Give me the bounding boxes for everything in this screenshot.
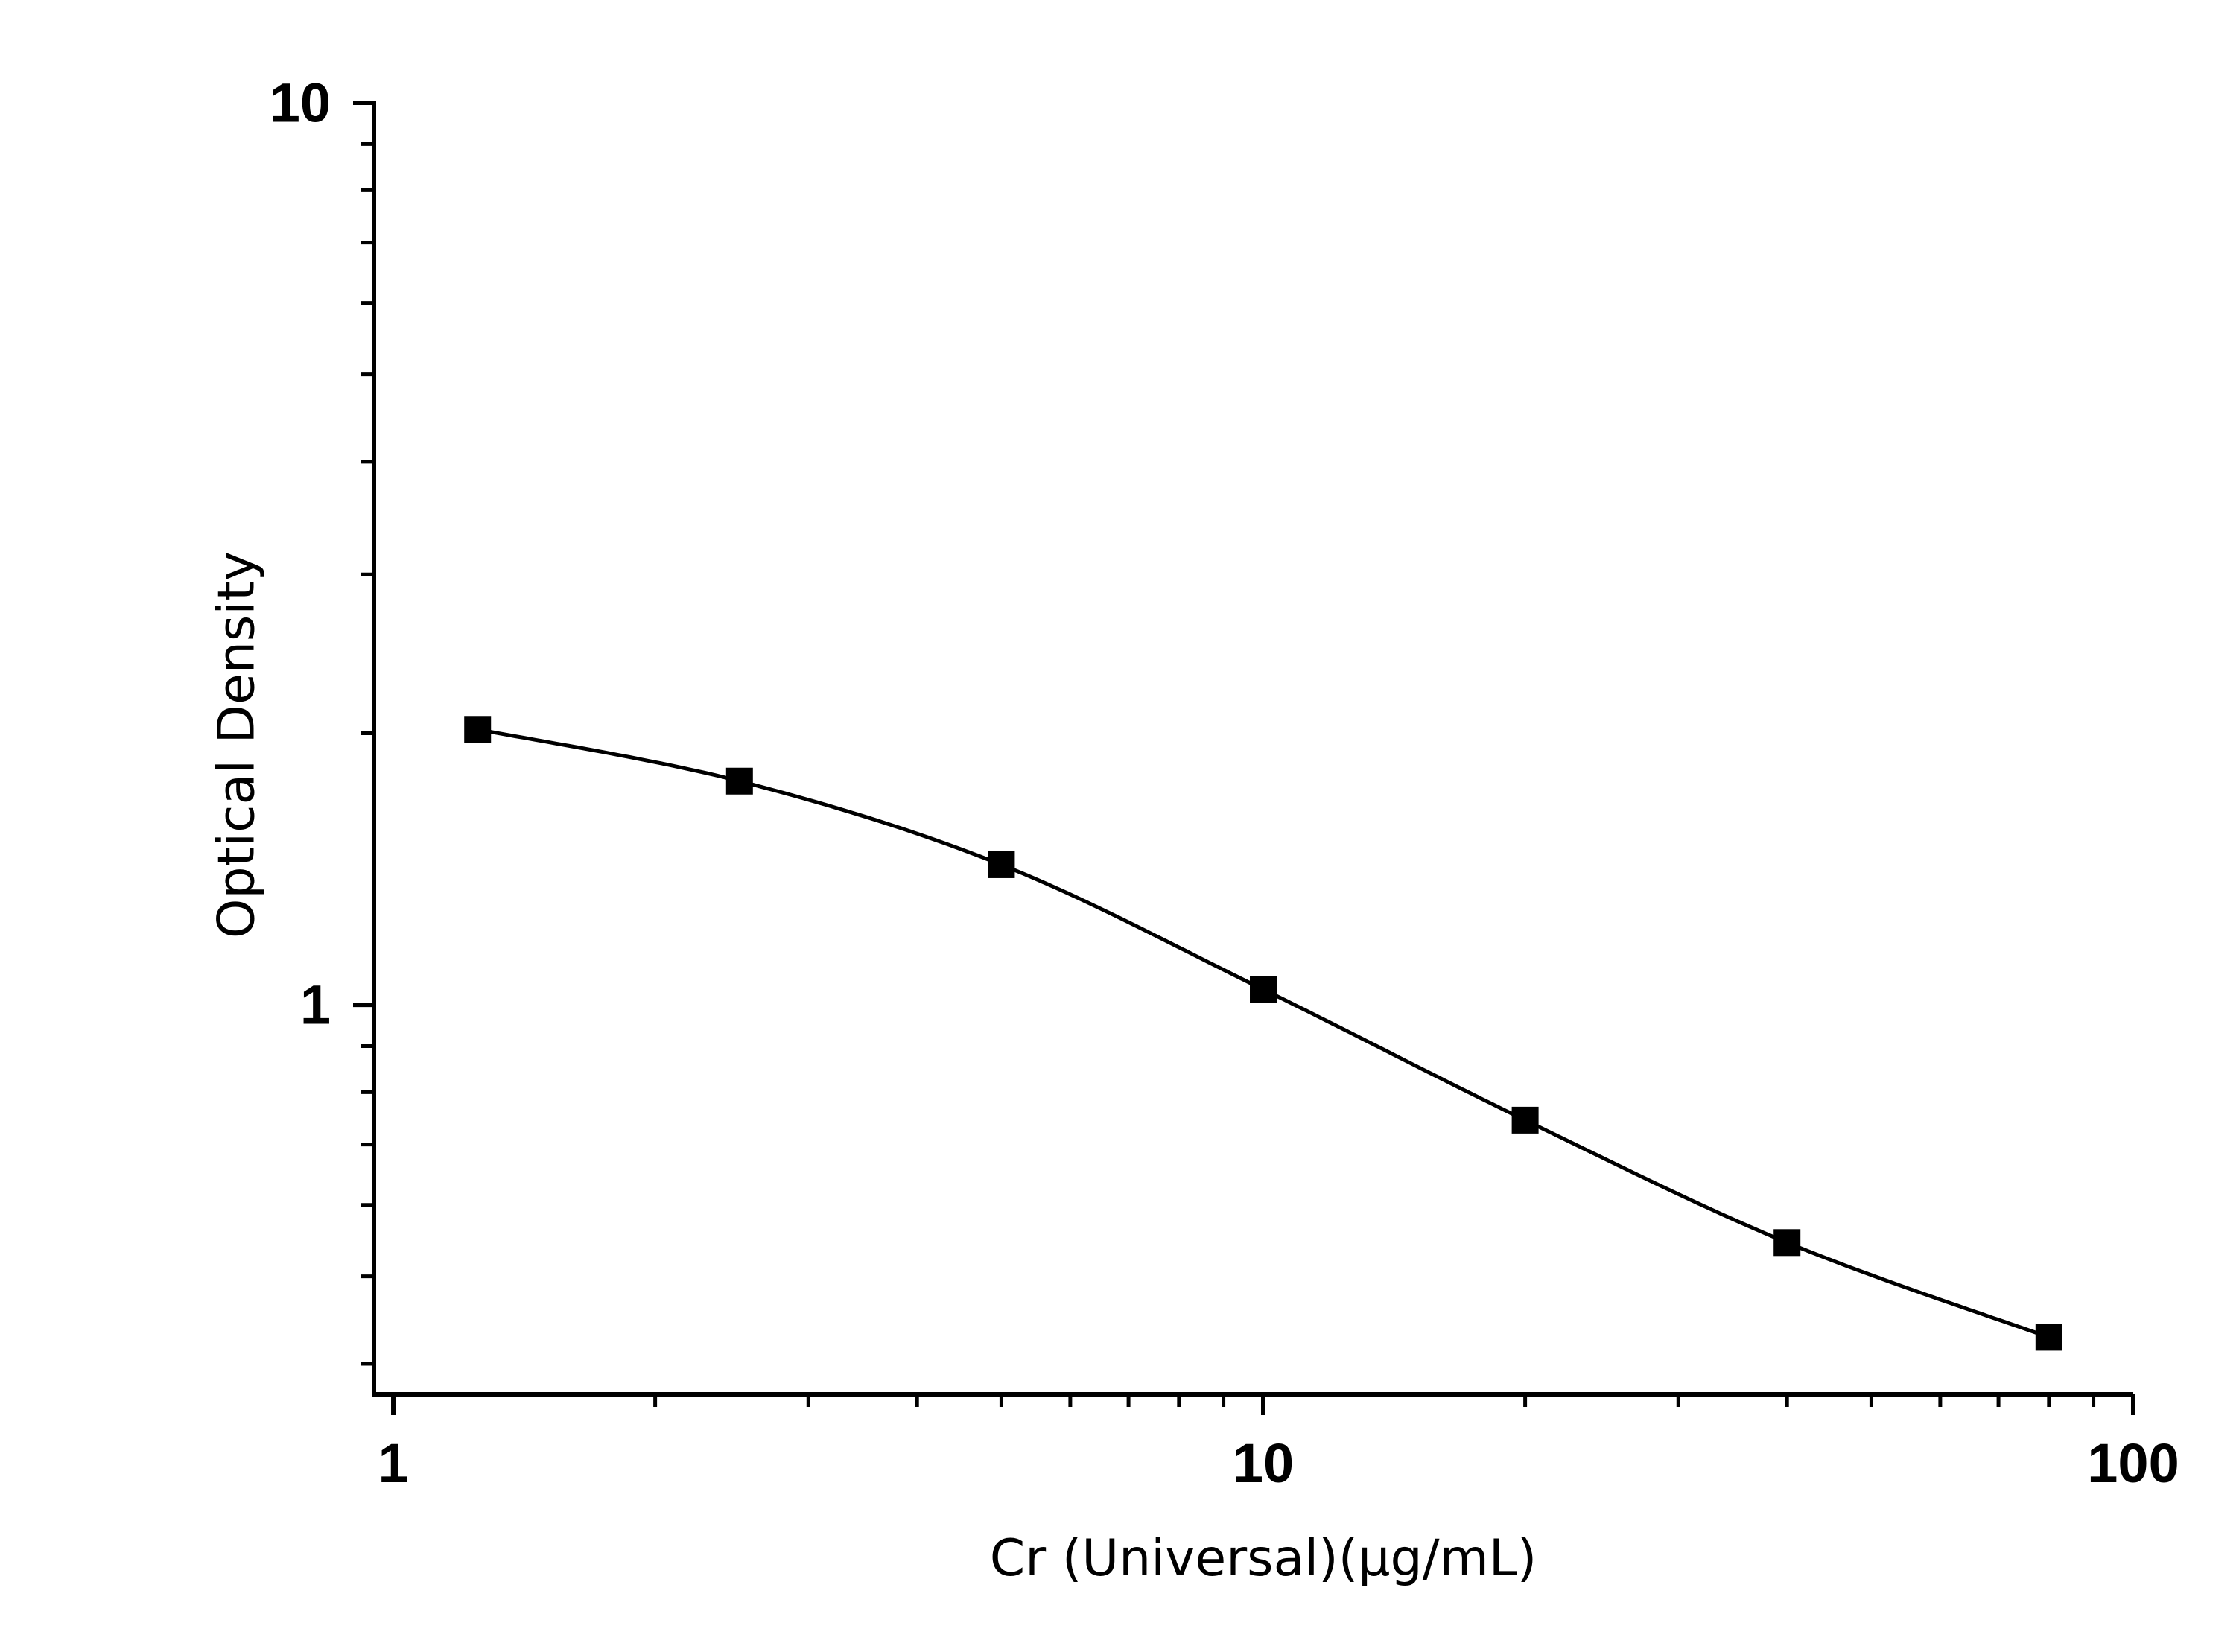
y-axis-title: Optical Density [208, 551, 267, 938]
data-point [988, 851, 1015, 878]
data-point [1250, 976, 1277, 1003]
y-tick-label: 1 [300, 974, 331, 1036]
y-tick-label: 10 [270, 72, 331, 134]
axes: 1 10 100 1 10 [270, 72, 2179, 1495]
data-point [725, 767, 753, 795]
data-point [1773, 1229, 1801, 1257]
data-markers [464, 716, 2062, 1351]
data-point [1511, 1106, 1539, 1134]
x-tick-label: 10 [1233, 1432, 1294, 1494]
fit-curve [477, 727, 2050, 1339]
x-axis-ticks: 1 10 100 [378, 1394, 2179, 1494]
x-axis-title: Cr (Universal)(μg/mL) [990, 1529, 1537, 1588]
data-point [2035, 1324, 2062, 1351]
x-tick-label: 1 [378, 1432, 408, 1494]
x-tick-label: 100 [2087, 1432, 2179, 1494]
data-point [464, 716, 492, 743]
y-axis-ticks: 1 10 [270, 72, 374, 1366]
